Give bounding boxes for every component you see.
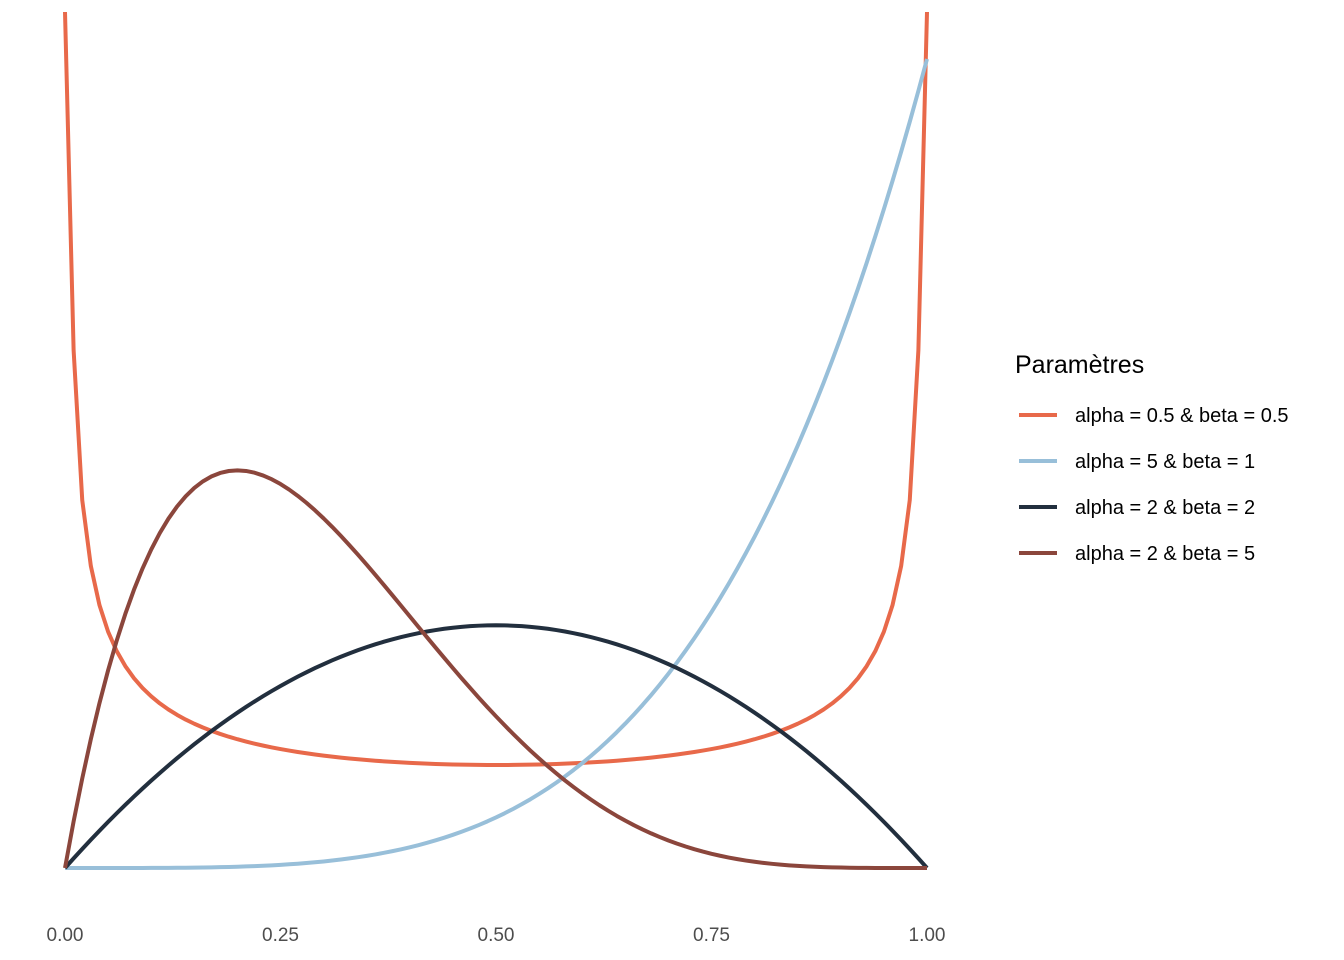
series-line-1	[63, 11, 929, 767]
x-tick-label: 0.25	[262, 925, 299, 946]
x-tick-label: 0.50	[478, 925, 515, 946]
legend-title: Paramètres	[1015, 351, 1144, 379]
x-tick-label: 0.75	[693, 925, 730, 946]
legend-label-3: alpha = 2 & beta = 2	[1075, 497, 1255, 519]
legend-label-1: alpha = 0.5 & beta = 0.5	[1075, 405, 1289, 427]
x-axis: 0.00 0.25 0.50 0.75 1.00	[47, 925, 946, 946]
legend: Paramètres alpha = 0.5 & beta = 0.5 alpha…	[1015, 351, 1289, 565]
series-line-2	[65, 58, 929, 870]
legend-label-4: alpha = 2 & beta = 5	[1075, 543, 1255, 565]
legend-label-2: alpha = 5 & beta = 1	[1075, 451, 1255, 473]
series-line-4	[63, 468, 927, 870]
series-line-3	[63, 623, 929, 870]
x-tick-label: 0.00	[47, 925, 84, 946]
plot-area	[63, 11, 929, 870]
x-tick-label: 1.00	[909, 925, 946, 946]
